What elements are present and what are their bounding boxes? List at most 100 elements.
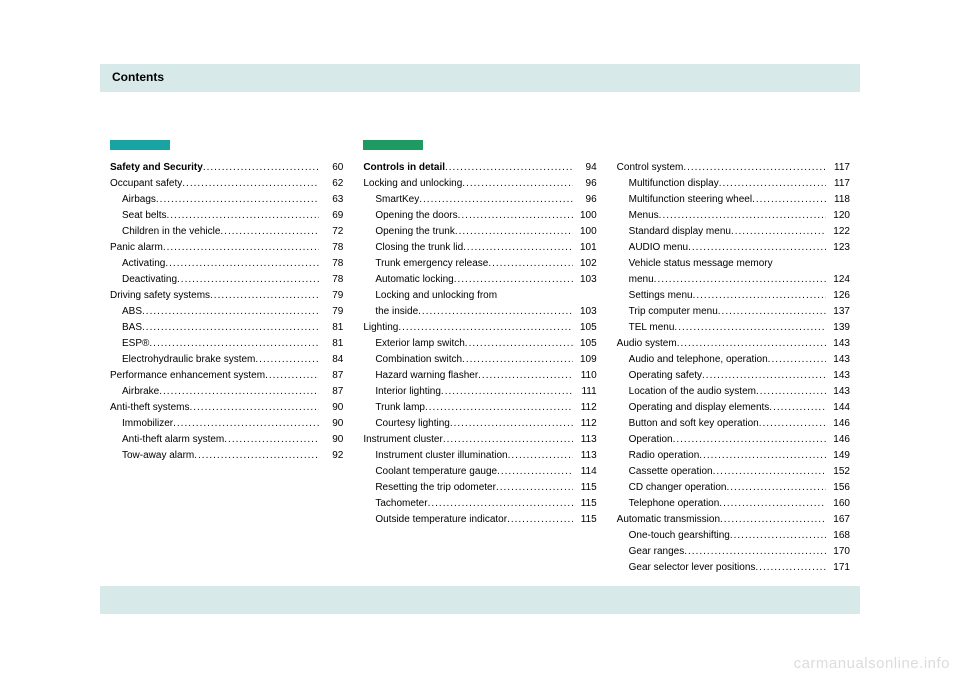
toc-entry: Children in the vehicle72 <box>110 224 343 240</box>
toc-entry: Instrument cluster illumination113 <box>363 448 596 464</box>
toc-leader <box>755 560 826 576</box>
toc-leader <box>419 192 572 208</box>
toc-leader <box>398 320 572 336</box>
toc-entry: Anti-theft alarm system90 <box>110 432 343 448</box>
toc-leader <box>496 480 573 496</box>
toc-leader <box>727 480 826 496</box>
toc-leader <box>454 272 573 288</box>
toc-leader <box>142 320 319 336</box>
toc-leader <box>156 192 319 208</box>
toc-page: 143 <box>826 336 850 352</box>
toc-leader <box>462 352 573 368</box>
toc-page: 87 <box>319 368 343 384</box>
toc-entry: Operation146 <box>617 432 850 448</box>
toc-label: Safety and Security <box>110 160 203 176</box>
toc-leader <box>441 384 573 400</box>
toc-leader <box>718 304 826 320</box>
toc-entry: Menus120 <box>617 208 850 224</box>
toc-label: BAS <box>110 320 142 336</box>
toc-entry: Hazard warning flasher110 <box>363 368 596 384</box>
toc-leader <box>455 224 573 240</box>
toc-page: 167 <box>826 512 850 528</box>
toc-entry: TEL menu139 <box>617 320 850 336</box>
toc-label: Automatic transmission <box>617 512 720 528</box>
toc-page: 78 <box>319 240 343 256</box>
toc-entry: Automatic locking103 <box>363 272 596 288</box>
toc-label: ABS <box>110 304 142 320</box>
toc-page: 137 <box>826 304 850 320</box>
toc-page: 94 <box>573 160 597 176</box>
toc-entry: menu 124 <box>617 272 850 288</box>
toc-page: 168 <box>826 528 850 544</box>
toc-page: 115 <box>573 496 597 512</box>
toc-entry: Button and soft key operation146 <box>617 416 850 432</box>
toc-label: Telephone operation <box>617 496 720 512</box>
toc-leader <box>428 496 573 512</box>
toc-leader <box>731 224 826 240</box>
toc-page: 117 <box>826 160 850 176</box>
toc-leader <box>194 448 319 464</box>
toc-page: 143 <box>826 384 850 400</box>
toc-entry: Cassette operation152 <box>617 464 850 480</box>
toc-entry: Resetting the trip odometer115 <box>363 480 596 496</box>
toc-label: Control system <box>617 160 684 176</box>
toc-entry: Anti-theft systems90 <box>110 400 343 416</box>
toc-entry: Tachometer115 <box>363 496 596 512</box>
toc-entry: Closing the trunk lid101 <box>363 240 596 256</box>
toc-leader <box>210 288 319 304</box>
toc-page: 120 <box>826 208 850 224</box>
toc-page: 100 <box>573 224 597 240</box>
toc-label: Closing the trunk lid <box>363 240 463 256</box>
toc-leader <box>165 256 319 272</box>
toc-leader <box>488 256 572 272</box>
toc-leader <box>465 336 573 352</box>
toc-entry: Opening the doors100 <box>363 208 596 224</box>
toc-label: SmartKey <box>363 192 419 208</box>
toc-label: Airbags <box>110 192 156 208</box>
toc-page: 124 <box>826 272 850 288</box>
toc-leader <box>166 208 319 224</box>
toc-label: Vehicle status message memory <box>617 256 773 272</box>
toc-entry: Operating and display elements144 <box>617 400 850 416</box>
toc-label: Tow-away alarm <box>110 448 194 464</box>
toc-label: Lighting <box>363 320 398 336</box>
toc-page: 171 <box>826 560 850 576</box>
toc-label: Outside temperature indicator <box>363 512 507 528</box>
toc-entry: CD changer operation156 <box>617 480 850 496</box>
toc-page: 170 <box>826 544 850 560</box>
toc-leader <box>693 288 826 304</box>
toc-entry: Deactivating78 <box>110 272 343 288</box>
toc-entry: Gear selector lever positions171 <box>617 560 850 576</box>
toc-entry: Performance enhancement system 87 <box>110 368 343 384</box>
toc-label: Trip computer menu <box>617 304 718 320</box>
toc-page: 105 <box>573 336 597 352</box>
toc-entry: Telephone operation160 <box>617 496 850 512</box>
toc-label: Cassette operation <box>617 464 713 480</box>
toc-leader <box>163 240 320 256</box>
toc-leader <box>713 464 826 480</box>
toc-label: Opening the doors <box>363 208 457 224</box>
toc-label: Deactivating <box>110 272 177 288</box>
toc-label: menu <box>617 272 654 288</box>
toc-label: Opening the trunk <box>363 224 455 240</box>
toc-leader <box>752 192 826 208</box>
toc-leader <box>688 240 826 256</box>
toc-entry: Vehicle status message memory <box>617 256 850 272</box>
toc-leader <box>677 336 826 352</box>
toc-page: 60 <box>319 160 343 176</box>
toc-label: Activating <box>110 256 165 272</box>
toc-page: 62 <box>319 176 343 192</box>
toc-entry: Operating safety143 <box>617 368 850 384</box>
page-title: Contents <box>112 70 164 84</box>
toc-entry: Tow-away alarm92 <box>110 448 343 464</box>
toc-label: Radio operation <box>617 448 700 464</box>
toc-entry: BAS81 <box>110 320 343 336</box>
toc-column-3: Control system117Multifunction display11… <box>617 140 850 576</box>
toc-page: 69 <box>319 208 343 224</box>
toc-label: Performance enhancement system <box>110 368 265 384</box>
toc-label: Instrument cluster <box>363 432 442 448</box>
toc-entry: Opening the trunk 100 <box>363 224 596 240</box>
toc-entry: Trip computer menu 137 <box>617 304 850 320</box>
toc-leader <box>443 432 573 448</box>
toc-label: Anti-theft systems <box>110 400 189 416</box>
